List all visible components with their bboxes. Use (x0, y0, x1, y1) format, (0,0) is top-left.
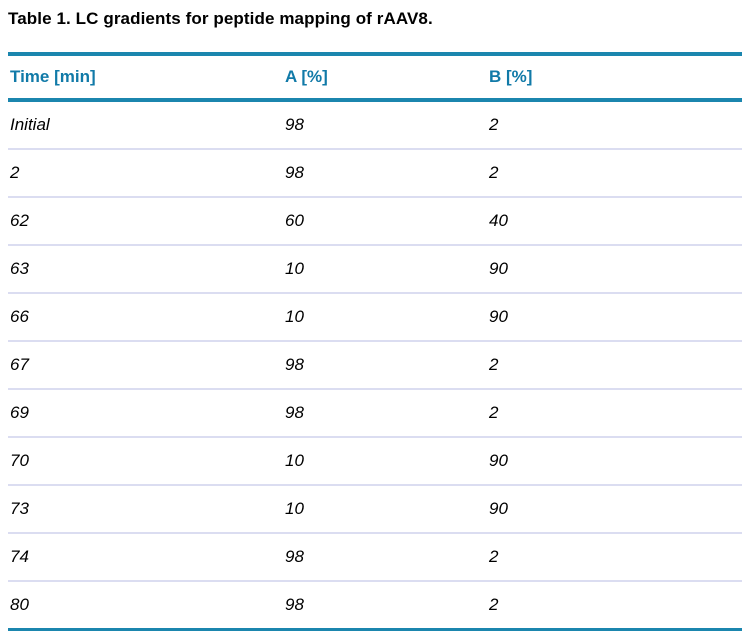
table-cell: 10 (283, 485, 487, 534)
table-cell: 10 (283, 245, 487, 294)
gradient-table-body: Initial 98 2 2 98 2 62 60 40 63 10 90 66 10 90 67 98 2 69 9… (8, 100, 742, 631)
table-cell: Initial (8, 100, 283, 150)
table-cell: 98 (283, 100, 487, 150)
table-cell: 80 (8, 581, 283, 631)
table-row: 2 98 2 (8, 149, 742, 198)
table-row: 80 98 2 (8, 581, 742, 631)
table-cell: 2 (487, 341, 742, 390)
table-cell: 90 (487, 245, 742, 294)
table-cell: 73 (8, 485, 283, 534)
table-cell: 98 (283, 533, 487, 582)
table-cell: 74 (8, 533, 283, 582)
table-cell: 90 (487, 293, 742, 342)
table-row: 62 60 40 (8, 197, 742, 246)
table-cell: 2 (487, 100, 742, 150)
table-title: Table 1. LC gradients for peptide mappin… (8, 9, 433, 28)
table-row: 69 98 2 (8, 389, 742, 438)
table-header-row: Time [min] A [%] B [%] (8, 52, 742, 102)
table-cell: 70 (8, 437, 283, 486)
table-cell: 10 (283, 293, 487, 342)
column-header-a: A [%] (283, 52, 487, 102)
table-cell: 2 (487, 581, 742, 631)
table-cell: 2 (487, 533, 742, 582)
table-cell: 66 (8, 293, 283, 342)
table-cell: 63 (8, 245, 283, 294)
table-row: 63 10 90 (8, 245, 742, 294)
table-cell: 40 (487, 197, 742, 246)
table-cell: 2 (487, 389, 742, 438)
table-row: 74 98 2 (8, 533, 742, 582)
table-cell: 90 (487, 437, 742, 486)
table-row: 73 10 90 (8, 485, 742, 534)
table-row: Initial 98 2 (8, 100, 742, 150)
table-cell: 2 (487, 149, 742, 198)
table-cell: 10 (283, 437, 487, 486)
table-cell: 67 (8, 341, 283, 390)
table-cell: 60 (283, 197, 487, 246)
lc-gradient-table: Time [min] A [%] B [%] Initial 98 2 2 98 2 62 6… (8, 52, 742, 631)
column-header-b: B [%] (487, 52, 742, 102)
table-cell: 98 (283, 389, 487, 438)
table-cell: 69 (8, 389, 283, 438)
column-header-time: Time [min] (8, 52, 283, 102)
table-cell: 98 (283, 581, 487, 631)
table-cell: 98 (283, 149, 487, 198)
table-cell: 62 (8, 197, 283, 246)
table-cell: 90 (487, 485, 742, 534)
table-row: 70 10 90 (8, 437, 742, 486)
table-cell: 98 (283, 341, 487, 390)
table-row: 66 10 90 (8, 293, 742, 342)
table-cell: 2 (8, 149, 283, 198)
table-row: 67 98 2 (8, 341, 742, 390)
